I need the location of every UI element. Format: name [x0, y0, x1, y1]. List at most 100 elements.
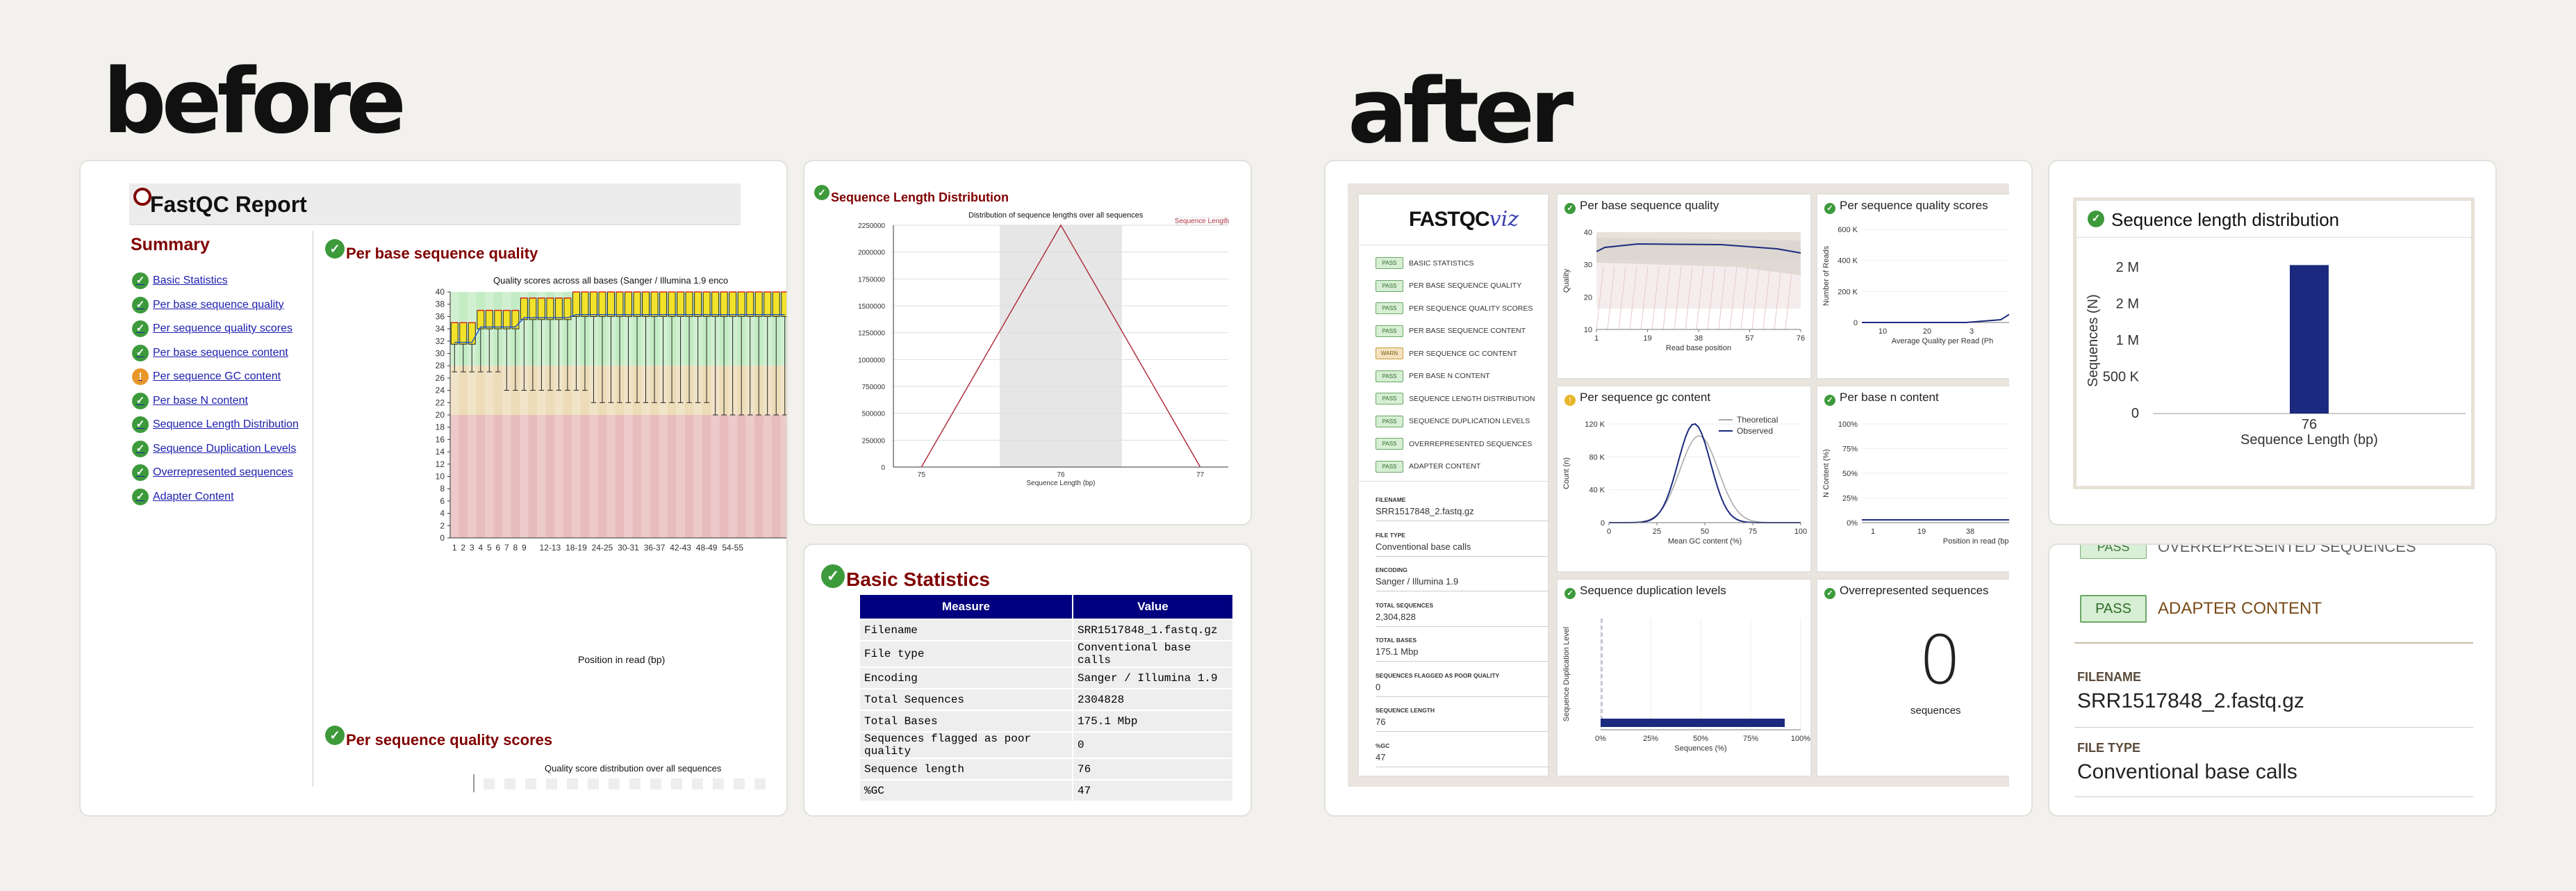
- bad-zone: [450, 415, 786, 538]
- module-item[interactable]: PASS ADAPTER CONTENT: [1376, 460, 1480, 473]
- y-tick-label: 0: [1601, 519, 1605, 528]
- module-item[interactable]: PASS OVERREPRESENTED SEQUENCES: [1376, 438, 1532, 450]
- meta-value: 0: [1376, 681, 1381, 692]
- dup-bar: [1601, 632, 1603, 637]
- stripe: [734, 778, 745, 790]
- x-tick-label: 1: [452, 543, 457, 553]
- meta-key: ENCODING: [1376, 566, 1407, 573]
- y-tick-label: 40: [436, 287, 445, 297]
- summary-link-1[interactable]: ✓ Per base sequence quality: [132, 296, 284, 313]
- stripe: [624, 292, 633, 538]
- psqs-chart-title: Quality score distribution over all sequ…: [545, 763, 722, 774]
- table-row: Filename SRR1517848_1.fastq.gz: [860, 620, 1232, 640]
- y-tick-label: 2250000: [858, 222, 885, 230]
- box: [459, 322, 468, 345]
- x-tick-label: 48-49: [696, 543, 718, 553]
- module-label: PER BASE N CONTENT: [1409, 372, 1490, 380]
- module-item[interactable]: PASS PER BASE SEQUENCE QUALITY: [1376, 279, 1521, 292]
- y-tick-label: 12: [436, 459, 445, 469]
- hatch: [1785, 266, 1793, 330]
- basic-stats-pass-icon: ✓: [821, 564, 845, 588]
- legend-box: [1176, 217, 1228, 226]
- module-item[interactable]: PASS PER BASE SEQUENCE CONTENT: [1376, 325, 1526, 337]
- y-tick-label: 500 K: [2103, 370, 2140, 385]
- x-tick-label: 0%: [1595, 735, 1606, 743]
- stripe: [520, 292, 529, 538]
- pass-icon: ✓: [1824, 588, 1835, 599]
- summary-link-9[interactable]: ✓ Adapter Content: [132, 488, 234, 505]
- y-tick-label: 32: [436, 336, 445, 346]
- summary-link-2[interactable]: ✓ Per sequence quality scores: [132, 320, 292, 337]
- y-axis-label: Sequences (N): [2086, 294, 2101, 386]
- x-tick-label: 50%: [1693, 735, 1708, 743]
- pass-icon: ✓: [132, 464, 149, 481]
- stripe: [525, 778, 536, 790]
- summary-link-0[interactable]: ✓ Basic Statistics: [132, 272, 228, 289]
- summary-link-3[interactable]: ✓ Per base sequence content: [132, 344, 288, 361]
- module-item[interactable]: PASS SEQUENCE DUPLICATION LEVELS: [1376, 415, 1530, 427]
- box: [494, 310, 502, 329]
- dup-bar: [1601, 716, 1603, 720]
- y-tick-label: 400 K: [1838, 257, 1858, 265]
- panel-title-text: Per base sequence quality: [1580, 199, 1719, 212]
- summary-link-4[interactable]: ! Per sequence GC content: [132, 368, 281, 385]
- y-tick-label: 1250000: [858, 330, 885, 338]
- panel-title-text: Per base n content: [1840, 391, 1939, 404]
- module-item[interactable]: PASS BASIC STATISTICS: [1376, 257, 1474, 269]
- stripe: [572, 292, 581, 538]
- sidebar-divider-2: [1359, 481, 1548, 482]
- n-content-viz-chart: 100% 75% 50% 25% 0% 1 19 38 N Content (%) Positio…: [1822, 420, 2009, 546]
- y-tick-label: 1500000: [858, 303, 885, 311]
- psqs-pass-icon: ✓: [325, 726, 345, 745]
- hatch: [1729, 266, 1737, 330]
- summary-link-5[interactable]: ✓ Per base N content: [132, 392, 248, 409]
- y-axis-label: N Content (%): [1822, 449, 1831, 498]
- y-tick-label: 750000: [862, 384, 886, 391]
- summary-link-8[interactable]: ✓ Overrepresented sequences: [132, 464, 293, 481]
- x-tick-label: 4: [478, 543, 483, 553]
- y-tick-label: 10: [436, 472, 445, 482]
- y-tick-label: 30: [1584, 261, 1592, 270]
- module-item[interactable]: PASS PER BASE N CONTENT: [1376, 370, 1490, 382]
- report-header-bar: [129, 183, 741, 225]
- box: [754, 291, 763, 317]
- sld-section-title: Sequence Length Distribution: [831, 190, 1009, 204]
- meta-key: FILE TYPE: [1376, 531, 1405, 539]
- pass-badge: PASS: [1376, 438, 1403, 450]
- hatch: [1685, 266, 1693, 330]
- module-item[interactable]: PASS SEQUENCE LENGTH DISTRIBUTION: [1376, 393, 1535, 404]
- stripe: [468, 292, 477, 538]
- legend-label: Sequence Length: [1175, 218, 1229, 225]
- y-tick-label: 75%: [1842, 446, 1858, 454]
- meta-separator: [1376, 731, 1549, 732]
- bar-76: [2290, 265, 2329, 414]
- box: [450, 322, 459, 345]
- summary-link-7[interactable]: ✓ Sequence Duplication Levels: [132, 440, 296, 457]
- meta-key: TOTAL BASES: [1376, 637, 1417, 644]
- basic-stats-table: Measure Value Filename SRR1517848_1.fastq…: [859, 594, 1234, 802]
- dashboard-canvas: FASTQCviz PASS BASIC STATISTICS PASS PER BA…: [1348, 183, 2009, 787]
- module-item[interactable]: WARN PER SEQUENCE GC CONTENT: [1376, 348, 1517, 359]
- summary-link-6[interactable]: ✓ Sequence Length Distribution: [132, 416, 299, 433]
- hatch: [1718, 266, 1726, 330]
- dup-bar: [1601, 681, 1603, 685]
- fastqc-logo-icon: [133, 188, 151, 206]
- before-heading: before: [103, 50, 406, 154]
- pass-badge: PASS: [1376, 279, 1403, 292]
- sld-zoom-divider: [2077, 237, 2471, 238]
- panel-title-text: Per sequence gc content: [1580, 391, 1711, 404]
- x-tick-label: 9: [522, 543, 527, 553]
- sld-zoom-frame: ✓ Sequence length distribution 2 M 2 M 1 M…: [2073, 197, 2475, 489]
- panel-per-sequence-gc-content: ! Per sequence gc content Theoretical Obse…: [1556, 385, 1812, 573]
- y-tick-label: 22: [436, 398, 445, 407]
- report-title: FastQC Report: [150, 192, 307, 217]
- x-tick-label: 3: [1970, 327, 1974, 336]
- x-tick-label: 18-19: [565, 543, 587, 553]
- panel-title-text: Overrepresented sequences: [1840, 584, 1989, 597]
- warn-icon: !: [132, 368, 149, 385]
- module-item[interactable]: PASS PER SEQUENCE QUALITY SCORES: [1376, 302, 1533, 314]
- zoom-divider-2: [2074, 727, 2473, 728]
- table-row: %GC 47: [860, 780, 1232, 801]
- y-tick-label: 1000000: [858, 357, 885, 364]
